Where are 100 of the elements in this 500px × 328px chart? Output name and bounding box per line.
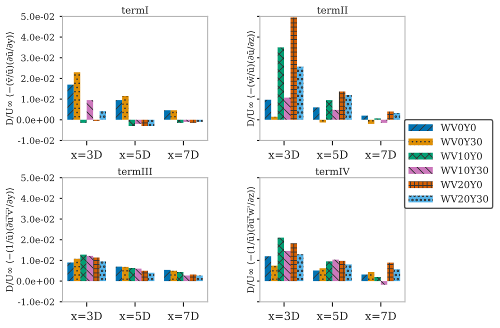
chart-title: termII: [317, 6, 348, 14]
x-tick-label: x=7D: [168, 312, 199, 320]
bar: [67, 84, 74, 120]
bar: [332, 110, 339, 120]
bar: [100, 111, 106, 120]
bar: [380, 281, 388, 285]
bar: [290, 17, 297, 120]
x-tick-label: x=5D: [119, 312, 150, 320]
bar: [380, 120, 388, 123]
chart-title: termIII: [118, 168, 152, 176]
bar: [190, 120, 196, 123]
chart-title: termIV: [316, 168, 350, 176]
bar: [361, 116, 368, 120]
y-tick-label: 5.0e-02: [21, 174, 54, 182]
bar: [326, 100, 332, 120]
bar: [67, 262, 74, 282]
legend-label: WV10Y30: [440, 166, 488, 174]
bar: [387, 112, 394, 120]
bar: [368, 120, 374, 124]
bar: [296, 66, 304, 120]
bar: [320, 268, 326, 282]
bar: [361, 274, 368, 282]
y-axis-title: D/U∞ ⟨−(w̄/ū)(∂ū/∂z)⟩: [246, 30, 256, 126]
bar: [128, 268, 136, 282]
bar: [148, 272, 154, 282]
bar: [196, 276, 203, 282]
y-tick-label: 1.0e-02: [22, 257, 54, 264]
y-tick-label: 2.0e-02: [21, 75, 54, 82]
x-tick-label: x=3D: [71, 312, 102, 320]
bar: [332, 260, 339, 282]
bar: [296, 254, 304, 282]
chart-title: termI: [122, 6, 148, 14]
bar: [176, 272, 184, 282]
x-tick-label: x=7D: [365, 150, 396, 159]
y-tick-label: 5.0e-02: [21, 13, 54, 20]
bar: [326, 261, 332, 282]
bar: [170, 270, 177, 282]
bar: [394, 112, 400, 120]
x-tick-label: x=7D: [365, 312, 396, 320]
bar: [122, 96, 129, 120]
bar: [368, 272, 374, 282]
bar: [176, 120, 184, 123]
y-tick-label: 3.0e-02: [21, 54, 54, 62]
y-axis-title: D/U∞ ⟨−(1/ū)(∂̅u̅'̅w̅'/∂z)⟩: [246, 186, 256, 293]
bar: [86, 100, 94, 120]
bar: [338, 91, 346, 120]
bar: [290, 243, 297, 282]
bar: [135, 120, 142, 124]
bar: [116, 100, 122, 120]
bar: [86, 256, 94, 282]
bar: [278, 47, 284, 120]
bar: [284, 98, 291, 120]
x-tick-label: x=3D: [268, 312, 300, 320]
legend-label: WV0Y0: [440, 124, 476, 132]
y-tick-label: 0.0e+00: [16, 278, 54, 285]
y-tick-label: 3.0e-02: [21, 216, 54, 223]
x-tick-label: x=5D: [316, 150, 348, 159]
x-tick-label: x=5D: [316, 312, 348, 320]
y-tick-label: 1.0e-02: [22, 96, 54, 103]
bar: [284, 250, 291, 282]
x-tick-label: x=7D: [168, 150, 199, 159]
y-tick-label: -1.0e-02: [18, 137, 54, 144]
y-axis-title: D/U∞ ⟨−(v̄/ū)(∂ū/∂y)⟩: [6, 32, 15, 126]
bar: [271, 266, 278, 282]
bar: [164, 270, 171, 282]
bar: [128, 120, 136, 126]
bar: [74, 72, 80, 120]
bar: [338, 260, 346, 282]
bar: [313, 107, 320, 120]
bar: [93, 258, 100, 282]
bar: [100, 261, 106, 282]
legend-label: WV10Y0: [440, 152, 482, 160]
bar: [271, 116, 278, 120]
bar: [122, 266, 129, 282]
bar: [183, 276, 190, 282]
bar: [80, 120, 87, 123]
legend-label: WV0Y30: [440, 138, 482, 146]
bar: [374, 276, 381, 282]
x-tick-label: x=5D: [119, 150, 150, 159]
bar: [387, 262, 394, 282]
y-tick-label: 4.0e-02: [20, 195, 54, 202]
bar: [264, 100, 272, 120]
bar: [345, 264, 352, 282]
bar: [278, 238, 284, 282]
bar: [74, 258, 80, 282]
bar: [264, 256, 272, 282]
bar: [345, 94, 352, 120]
x-tick-label: x=3D: [71, 150, 102, 159]
bar: [142, 120, 148, 126]
bar: [148, 120, 154, 126]
y-tick-label: 0.0e+00: [16, 116, 54, 124]
bar: [394, 269, 400, 282]
bar: [170, 110, 177, 120]
bar: [80, 254, 87, 282]
bar: [135, 268, 142, 282]
bar: [320, 120, 326, 122]
legend-label: WV20Y0: [440, 180, 482, 188]
y-tick-label: -1.0e-02: [18, 298, 54, 306]
legend-label: WV20Y30: [440, 195, 488, 202]
bar: [313, 270, 320, 282]
